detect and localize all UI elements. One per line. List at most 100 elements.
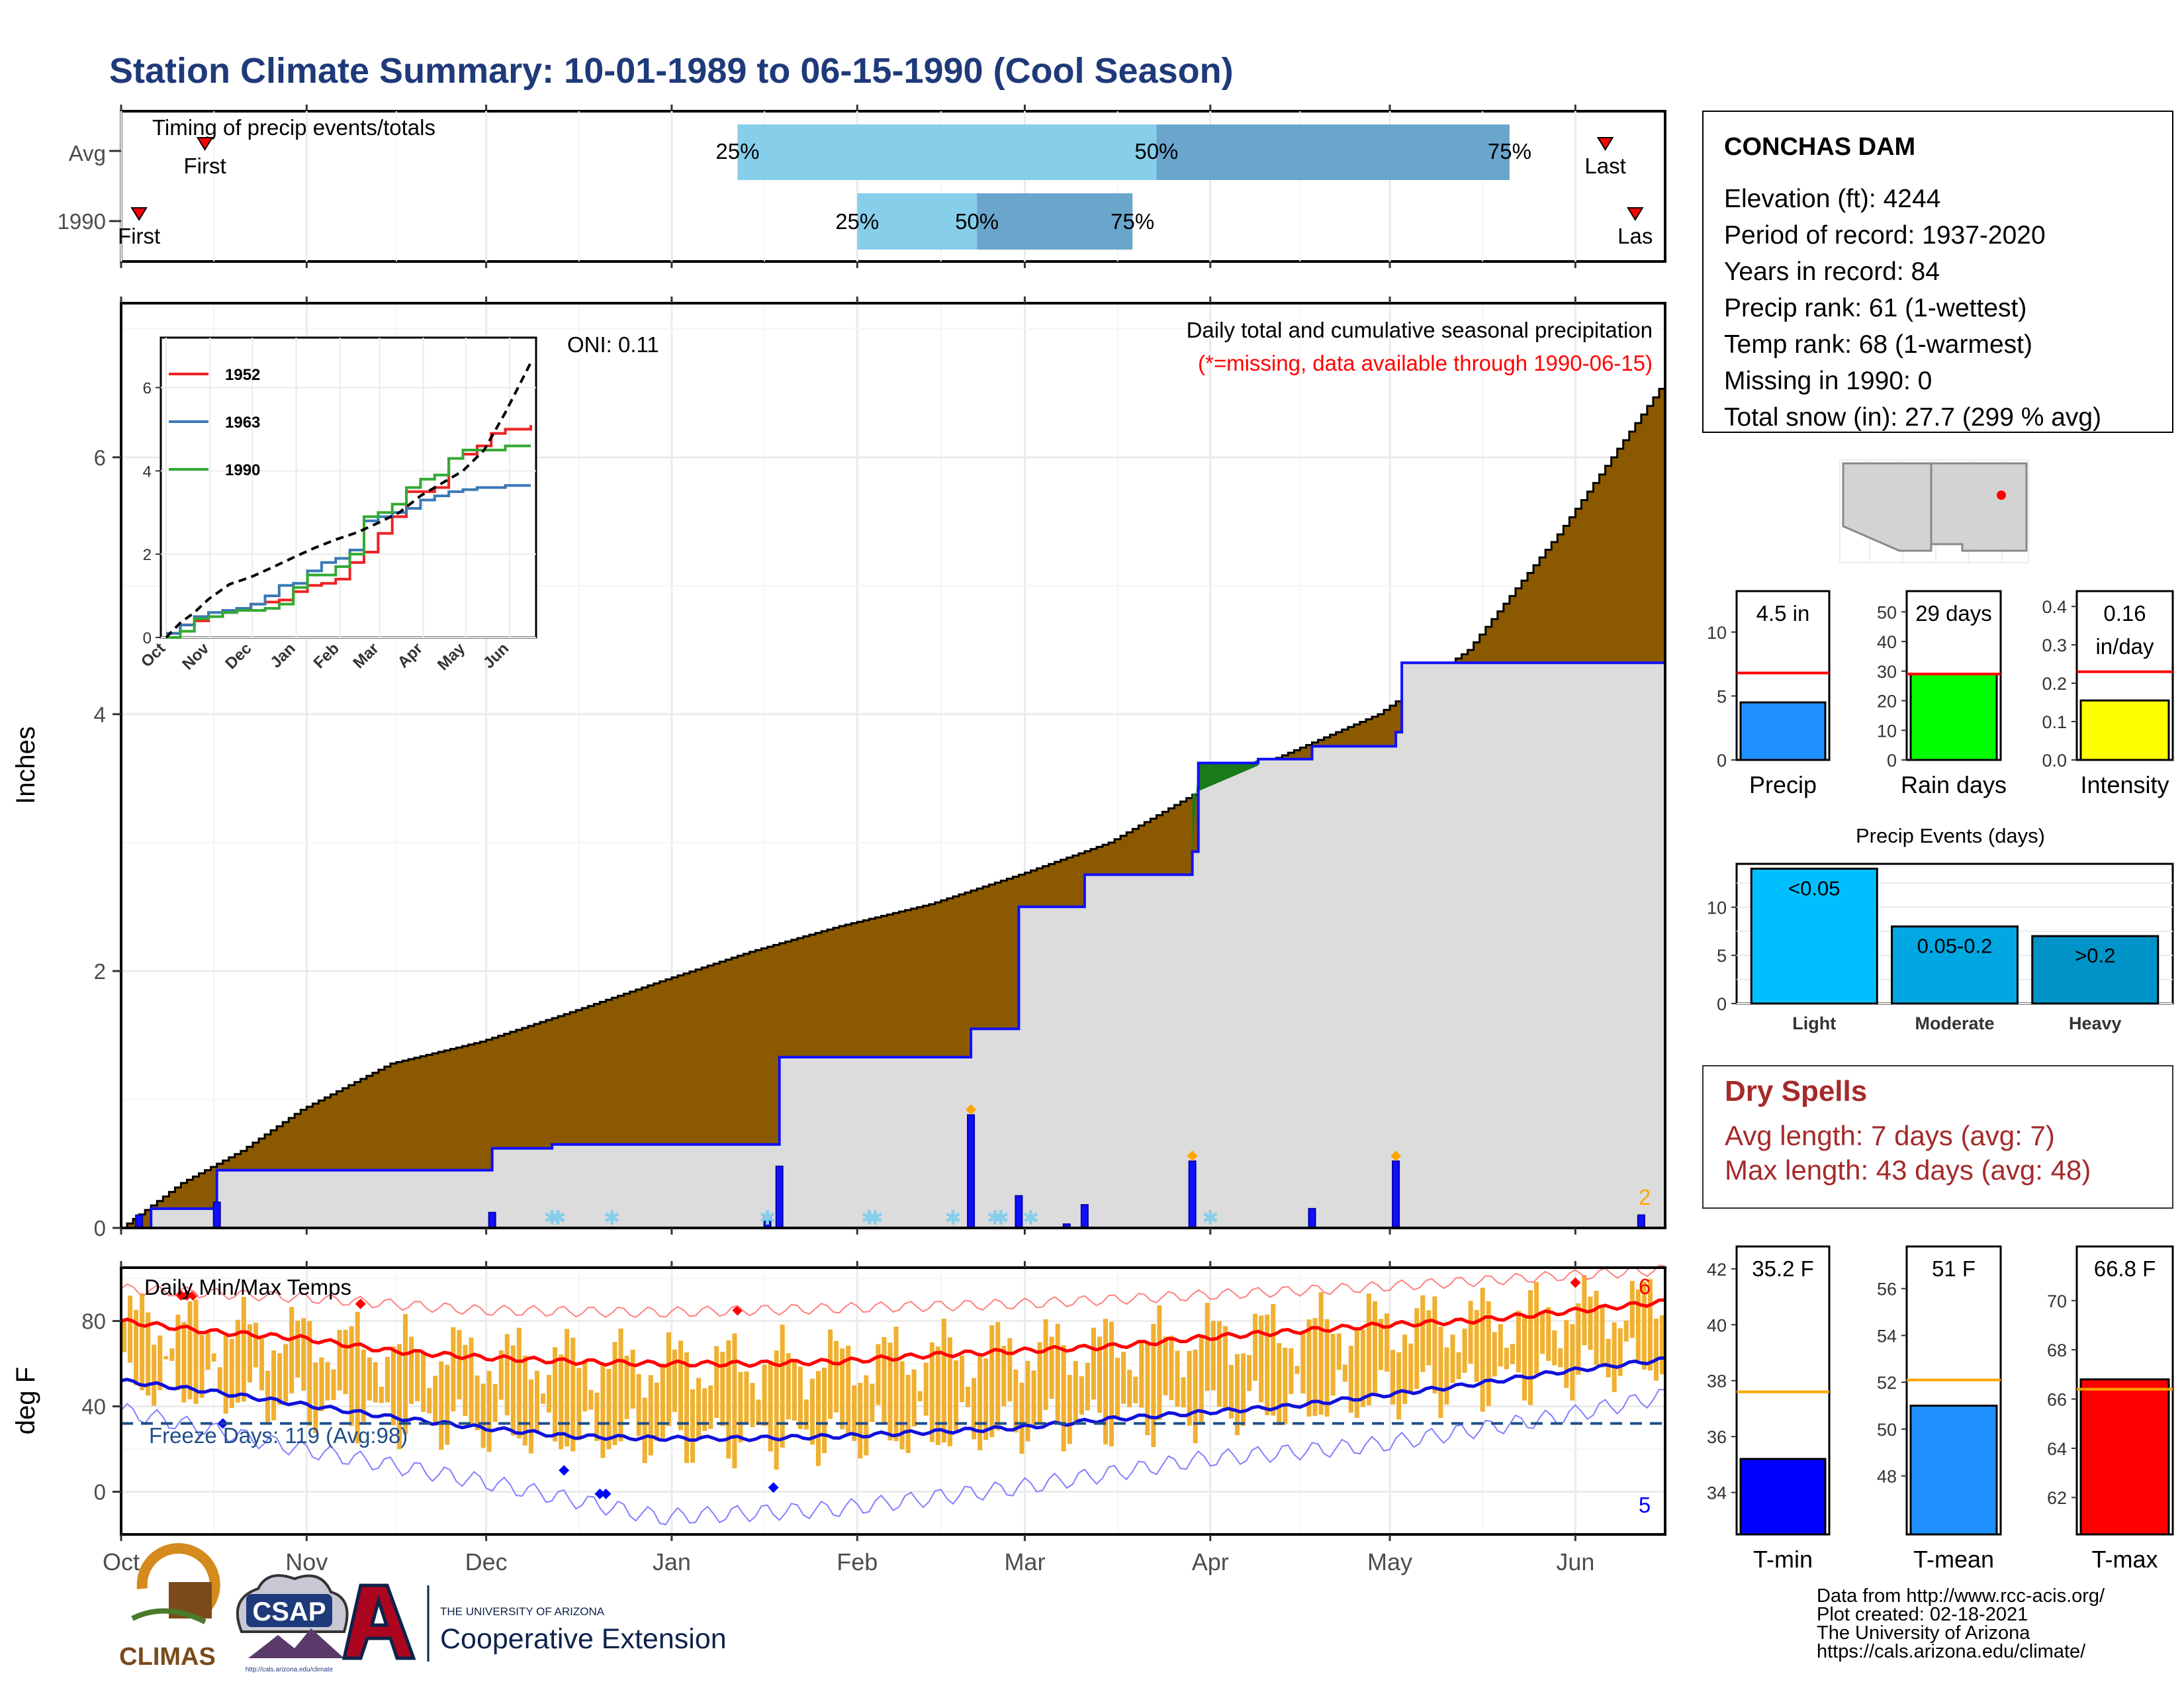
summary-chart-ytick-label: 5	[1717, 686, 1727, 706]
daily-temp-bar	[1378, 1319, 1383, 1370]
inset-legend-label-1952: 1952	[225, 366, 260, 384]
daily-temp-bar	[140, 1293, 145, 1391]
daily-temp-bar	[1647, 1279, 1653, 1371]
daily-temp-bar	[858, 1382, 863, 1459]
daily-temp-bar	[1462, 1329, 1467, 1373]
summary-chart-precip: 0 5 10 4.5 in Precip	[1707, 590, 1831, 798]
daily-temp-bar	[349, 1326, 354, 1427]
summary-chart-ytick-label: 10	[1877, 721, 1897, 741]
station-line-precip-rank: Precip rank: 61 (1-wettest)	[1724, 294, 2026, 322]
daily-temp-bar	[744, 1371, 749, 1425]
timing-bar-25-50	[857, 193, 978, 250]
daily-temp-bar	[439, 1361, 444, 1450]
record-low-marker	[768, 1482, 779, 1493]
daily-temp-bar	[941, 1319, 946, 1443]
daily-temp-bar	[361, 1349, 366, 1422]
summary-chart-ytick-label: 66	[2047, 1390, 2067, 1410]
snow-mark: ✱	[604, 1207, 620, 1229]
daily-temp-bar	[678, 1340, 684, 1430]
daily-temp-bar	[235, 1319, 240, 1403]
daily-temp-bar	[815, 1371, 821, 1466]
month-label-dec: Dec	[465, 1548, 508, 1575]
daily-temp-bar	[1318, 1291, 1324, 1415]
daily-temp-bar	[1139, 1340, 1144, 1408]
station-line-elevation: Elevation (ft): 4244	[1724, 185, 1940, 213]
daily-temp-bar	[905, 1374, 911, 1453]
month-label-apr: Apr	[1192, 1548, 1229, 1575]
dry-spells-box: Dry Spells Avg length: 7 days (avg: 7) M…	[1702, 1065, 2173, 1209]
record-low-marker	[594, 1488, 606, 1499]
summary-chart-ytick-label: 54	[1877, 1326, 1897, 1346]
events-category-label: Heavy	[2069, 1013, 2122, 1033]
daily-temp-bar	[492, 1383, 498, 1422]
daily-temp-bar	[1606, 1338, 1611, 1378]
daily-temp-bar	[600, 1363, 606, 1458]
inset-ytick-label: 0	[143, 630, 152, 647]
daily-temp-bar	[403, 1313, 408, 1434]
daily-temp-bar	[684, 1352, 690, 1464]
daily-temp-bar	[935, 1346, 940, 1445]
daily-temp-bar	[953, 1360, 958, 1430]
timing-row-label-avg: Avg	[69, 141, 106, 165]
month-axis: Oct Nov Dec Jan Feb Mar Apr May Jun	[103, 105, 1594, 1575]
summary-chart-ytick-label: 42	[1707, 1260, 1727, 1280]
daily-temp-bar	[876, 1344, 881, 1405]
daily-temp-bar	[732, 1333, 737, 1469]
avg-cumulative-area	[121, 649, 1665, 1228]
daily-precip-marker	[1390, 1150, 1402, 1162]
daily-temp-bar	[522, 1355, 527, 1446]
daily-temp-bar	[1091, 1327, 1096, 1400]
precip-ytick-label: 6	[94, 445, 106, 470]
daily-temp-bar	[1199, 1337, 1204, 1424]
inset-legend-label-1990: 1990	[225, 461, 260, 479]
daily-temp-bar	[1289, 1348, 1294, 1395]
daily-temp-bar	[1109, 1321, 1115, 1446]
daily-temp-bar	[337, 1330, 342, 1391]
daily-temp-bar	[1444, 1347, 1449, 1405]
last-marker	[1627, 207, 1644, 221]
daily-temp-bar	[211, 1353, 216, 1362]
events-bar-label: >0.2	[2075, 944, 2115, 967]
daily-temp-bar	[1271, 1304, 1276, 1416]
daily-temp-bar	[1552, 1330, 1557, 1366]
inset-ytick-label: 6	[143, 380, 152, 398]
precip-corner-count: 2	[1639, 1185, 1651, 1209]
events-category-label: Light	[1792, 1013, 1836, 1033]
summary-chart-ytick-label: 0.2	[2042, 674, 2067, 694]
timing-title: Timing of precip events/totals	[152, 115, 435, 140]
daily-temp-bar	[1588, 1296, 1593, 1350]
season-cumulative-line	[121, 649, 1666, 1229]
snow-mark: ✱	[543, 1207, 560, 1229]
daily-temp-bar	[1025, 1360, 1030, 1442]
snow-mark: ✱	[759, 1207, 776, 1229]
daily-temp-bar	[1228, 1364, 1234, 1419]
first-marker	[196, 137, 214, 151]
daily-temp-bar	[1216, 1321, 1222, 1407]
month-label-nov: Nov	[285, 1548, 328, 1575]
daily-temp-bar	[870, 1383, 875, 1423]
daily-temp-bar	[1157, 1305, 1162, 1420]
daily-temp-bar	[1181, 1377, 1186, 1408]
daily-temp-bar	[666, 1332, 671, 1427]
daily-temp-bar	[972, 1378, 977, 1440]
daily-temp-bar	[887, 1342, 893, 1440]
daily-precip-bar	[1015, 1195, 1023, 1229]
timing-label-50: 50%	[955, 209, 999, 234]
daily-temp-bar	[1420, 1295, 1426, 1372]
daily-temp-bar	[367, 1357, 372, 1401]
summary-chart-value: 0.16	[2103, 601, 2146, 626]
daily-temp-bar	[1534, 1282, 1539, 1374]
daily-temp-bar	[469, 1337, 474, 1426]
daily-temp-bar	[313, 1362, 318, 1433]
daily-temp-bar	[385, 1356, 390, 1403]
avg-min-line	[120, 1356, 1666, 1442]
daily-temp-bar	[696, 1378, 702, 1440]
daily-temp-bar	[630, 1349, 635, 1409]
daily-temp-bar	[1438, 1327, 1443, 1419]
daily-precip-bar	[135, 1214, 144, 1229]
station-line-years: Years in record: 84	[1724, 258, 1940, 286]
daily-temp-bar	[547, 1375, 552, 1413]
daily-temp-bar	[516, 1327, 522, 1438]
